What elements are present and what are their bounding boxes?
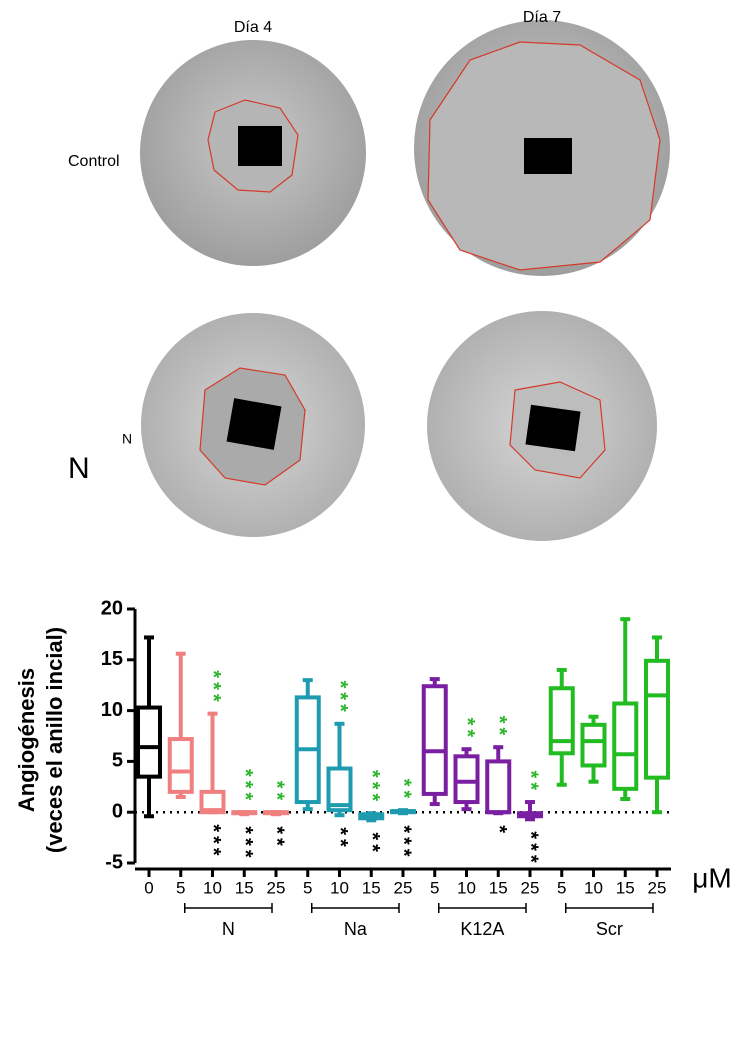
micrographs: [140, 20, 670, 541]
unit-label: μM: [692, 862, 730, 893]
y-tick-label: 0: [112, 800, 123, 822]
x-tick-label: 15: [235, 878, 254, 897]
legend-label: K12A: [460, 919, 504, 939]
x-tick-label: 5: [430, 878, 439, 897]
x-tick-label: 15: [616, 878, 635, 897]
x-tick-label: 10: [457, 878, 476, 897]
significance-top: ***: [202, 670, 224, 705]
x-tick-label: 25: [267, 878, 286, 897]
significance-bottom: ***: [234, 826, 256, 861]
x-tick-label: 15: [489, 878, 508, 897]
significance-top: ***: [329, 680, 351, 715]
significance-bottom: ***: [393, 825, 415, 860]
ring: [226, 398, 282, 450]
significance-bottom: **: [266, 826, 288, 850]
significance-top: **: [266, 781, 288, 805]
x-tick-label: 0: [144, 878, 153, 897]
ring: [238, 126, 282, 166]
box: [548, 686, 575, 756]
significance-bottom: ***: [520, 831, 542, 866]
significance-top: ***: [361, 770, 383, 805]
x-tick-label: 5: [557, 878, 566, 897]
y-tick-label: -5: [105, 851, 123, 873]
box: [644, 658, 670, 780]
x-tick-label: 5: [176, 878, 185, 897]
significance-top: **: [520, 770, 542, 794]
significance-top: **: [456, 718, 478, 742]
side-label: N: [68, 452, 90, 485]
x-tick-label: 25: [648, 878, 667, 897]
significance-top: **: [393, 779, 415, 803]
row-label: Control: [68, 153, 120, 170]
y-tick-label: 5: [112, 750, 123, 772]
box: [326, 766, 353, 813]
box: [167, 737, 194, 794]
x-tick-label: 5: [303, 878, 312, 897]
y-tick-label: 20: [101, 597, 123, 619]
ring: [525, 404, 581, 452]
significance-bottom: ***: [202, 824, 224, 859]
column-label: Día 7: [523, 9, 561, 26]
x-tick-label: 10: [330, 878, 349, 897]
x-tick-label: 15: [362, 878, 381, 897]
row-label: N: [122, 431, 132, 447]
legend-label: Na: [344, 919, 368, 939]
x-tick-label: 25: [394, 878, 413, 897]
box: [485, 759, 512, 815]
significance-bottom: **: [361, 832, 383, 856]
x-tick-label: 25: [521, 878, 540, 897]
y-axis-label: (veces el anillo incial): [42, 627, 67, 853]
legend-label: N: [222, 919, 235, 939]
legend-label: Scr: [596, 919, 623, 939]
column-label: Día 4: [234, 19, 272, 36]
box: [421, 684, 448, 796]
x-tick-label: 10: [203, 878, 222, 897]
box: [453, 754, 480, 805]
box: [580, 722, 607, 768]
y-axis-label: Angiogénesis: [14, 668, 39, 812]
significance-top: **: [488, 716, 510, 740]
box: [199, 789, 226, 815]
box: [612, 701, 639, 791]
ring: [524, 138, 572, 174]
significance-top: ***: [234, 769, 256, 804]
y-tick-label: 10: [101, 699, 123, 721]
y-tick-label: 15: [101, 648, 123, 670]
x-tick-label: 10: [584, 878, 603, 897]
significance-bottom: *: [488, 825, 510, 837]
box: [136, 705, 162, 779]
significance-bottom: **: [329, 827, 351, 851]
